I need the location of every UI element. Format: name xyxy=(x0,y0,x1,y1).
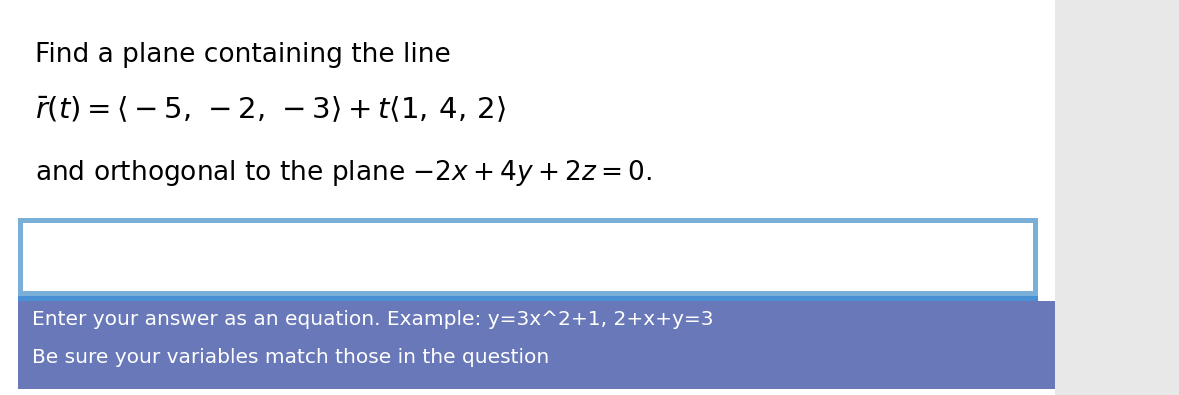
Bar xyxy=(1055,0,1179,395)
Bar xyxy=(0,0,1055,395)
Bar xyxy=(18,296,1038,301)
Text: Enter your answer as an equation. Example: y=3x^2+1, 2+x+y=3: Enter your answer as an equation. Exampl… xyxy=(32,310,713,329)
Bar xyxy=(24,223,1033,291)
Text: Be sure your variables match those in the question: Be sure your variables match those in th… xyxy=(32,348,549,367)
Bar xyxy=(18,301,1055,389)
Text: $\bar{r}(t) =\langle -5,\,-2,\,-3\rangle +t\langle 1,\,4,\,2\rangle$: $\bar{r}(t) =\langle -5,\,-2,\,-3\rangle… xyxy=(35,95,506,125)
Text: Find a plane containing the line: Find a plane containing the line xyxy=(35,42,450,68)
Bar xyxy=(18,218,1038,296)
Text: and orthogonal to the plane $-2x + 4y + 2z = 0$.: and orthogonal to the plane $-2x + 4y + … xyxy=(35,158,652,188)
